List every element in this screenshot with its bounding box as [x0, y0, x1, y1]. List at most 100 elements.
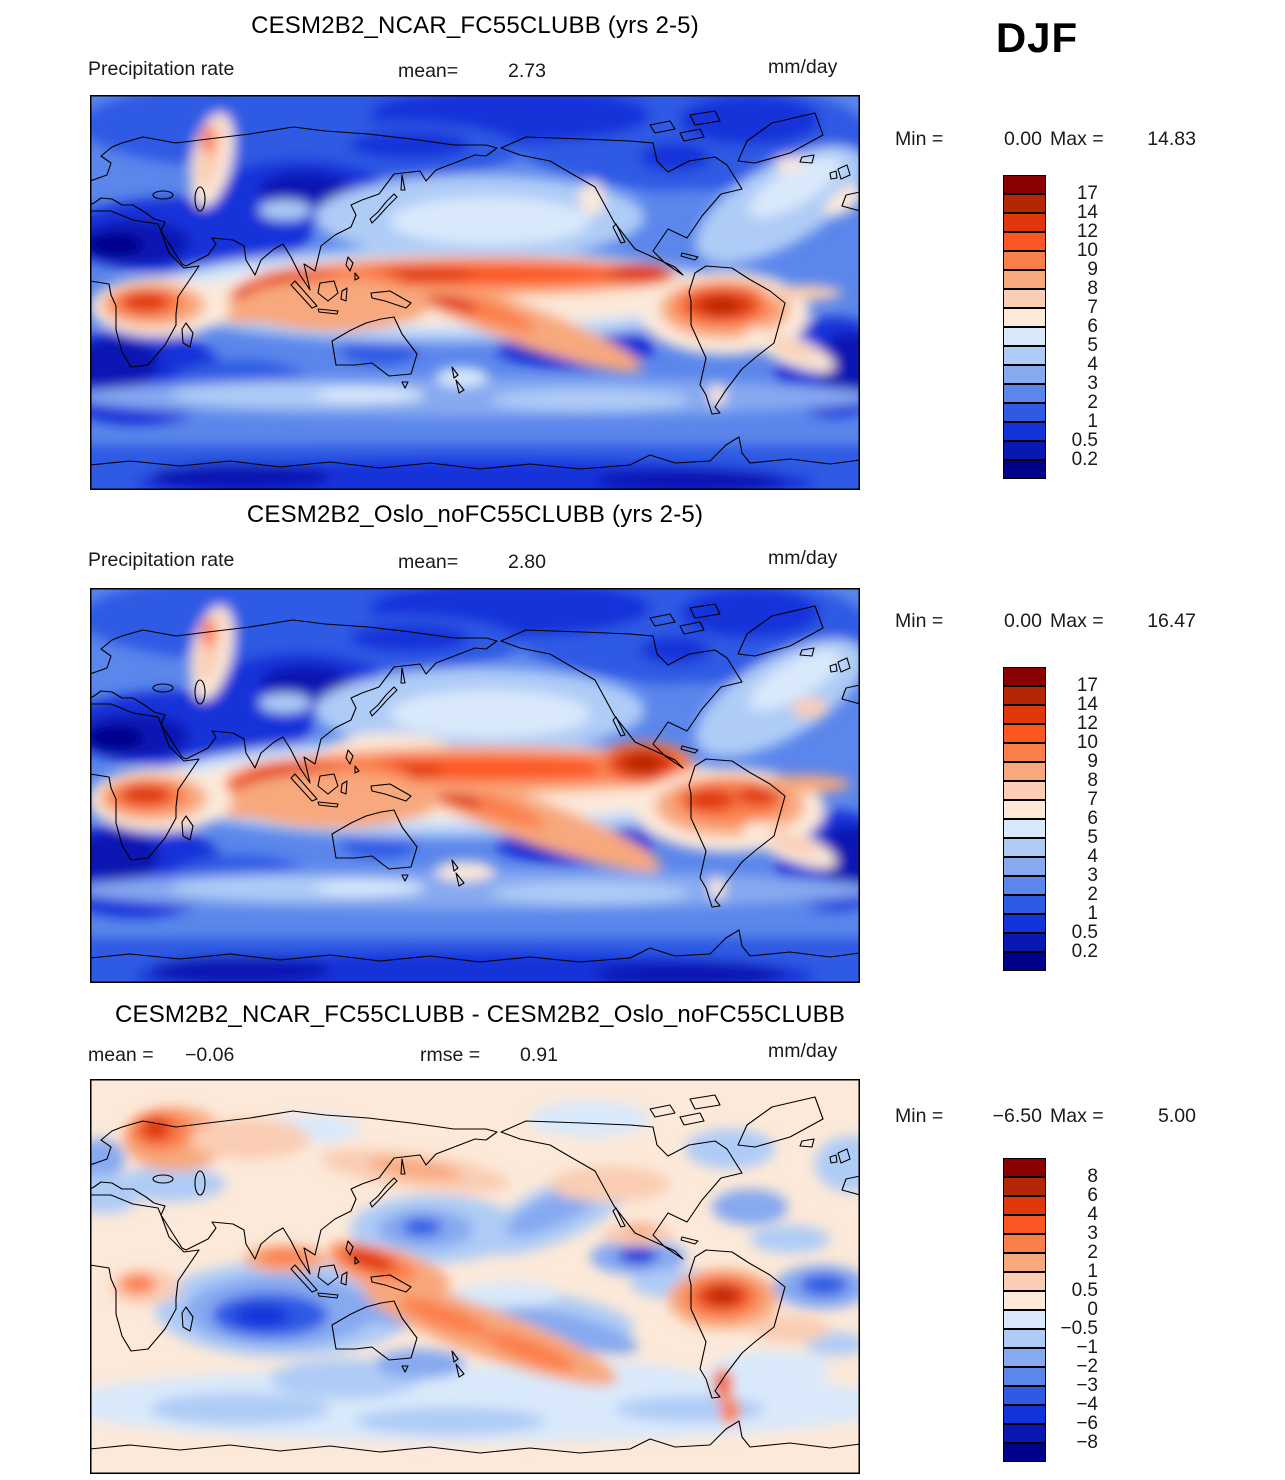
colorbar-tick-label: 4: [1087, 1203, 1098, 1225]
colorbar-cell: [1003, 1215, 1046, 1234]
colorbar-cell: [1003, 422, 1046, 441]
colorbar-tick-label: 2: [1087, 1241, 1098, 1263]
panel3-mean-label: mean =: [88, 1044, 154, 1066]
colorbar-cell: [1003, 705, 1046, 724]
colorbar-tick-label: −2: [1076, 1355, 1098, 1377]
colorbar-cell: [1003, 819, 1046, 838]
colorbar-cell: [1003, 346, 1046, 365]
colorbar-tick-label: −3: [1076, 1374, 1098, 1396]
colorbar-tick-label: −4: [1076, 1393, 1098, 1415]
colorbar-cell: [1003, 270, 1046, 289]
panel2-title: CESM2B2_Oslo_noFC55CLUBB (yrs 2-5): [246, 501, 704, 528]
colorbar-tick-label: 9: [1087, 750, 1098, 772]
colorbar-tick-label: 7: [1087, 788, 1098, 810]
colorbar-cell: [1003, 460, 1046, 479]
colorbar-cell: [1003, 1310, 1046, 1329]
colorbar-cell: [1003, 365, 1046, 384]
colorbar-tick-label: 8: [1087, 277, 1098, 299]
panel3-max-label: Max =: [1050, 1105, 1104, 1127]
colorbar-cell: [1003, 1386, 1046, 1405]
panel2-field-label: Precipitation rate: [88, 549, 235, 571]
panel1-mean-value: 2.73: [508, 60, 546, 82]
colorbar-cell: [1003, 1253, 1046, 1272]
panel2-colorbar: 17 14 12 10 9 8 7 6 5 4 3 2 1 0.5 0.2: [1003, 667, 1123, 973]
panel2-min-label: Min =: [895, 610, 944, 632]
colorbar-tick-label: 9: [1087, 258, 1098, 280]
colorbar-cell: [1003, 876, 1046, 895]
colorbar-cell: [1003, 895, 1046, 914]
colorbar-cell: [1003, 781, 1046, 800]
colorbar-cell: [1003, 800, 1046, 819]
colorbar-tick-label: 4: [1087, 353, 1098, 375]
colorbar-cell: [1003, 441, 1046, 460]
map3-svg: [90, 1079, 860, 1474]
colorbar-tick-label: 3: [1087, 1222, 1098, 1244]
panel2-units: mm/day: [768, 547, 838, 569]
map2-svg: [90, 588, 860, 983]
colorbar-tick-label: 3: [1087, 372, 1098, 394]
colorbar-tick-label: 10: [1076, 239, 1098, 261]
colorbar-tick-label: 5: [1087, 334, 1098, 356]
panel3-min-value: −6.50: [992, 1105, 1042, 1127]
colorbar-tick-label: 12: [1076, 712, 1098, 734]
colorbar-cell: [1003, 1234, 1046, 1253]
season-label: DJF: [995, 14, 1079, 61]
colorbar-cell: [1003, 1291, 1046, 1310]
colorbar-cell: [1003, 857, 1046, 876]
panel1-field-label: Precipitation rate: [88, 58, 235, 80]
colorbar-cell: [1003, 686, 1046, 705]
colorbar-cell: [1003, 232, 1046, 251]
colorbar-cell: [1003, 251, 1046, 270]
panel3-mean-value: −0.06: [185, 1044, 235, 1066]
colorbar-tick-label: 8: [1087, 769, 1098, 791]
panel1-max-value: 14.83: [1147, 128, 1196, 150]
colorbar-tick-label: 4: [1087, 845, 1098, 867]
colorbar-cell: [1003, 308, 1046, 327]
panel2-max-value: 16.47: [1147, 610, 1196, 632]
colorbar-tick-label: 17: [1076, 674, 1098, 696]
colorbar-cell: [1003, 1329, 1046, 1348]
colorbar-cell: [1003, 952, 1046, 971]
panel2-min-value: 0.00: [1004, 610, 1042, 632]
colorbar-cell: [1003, 914, 1046, 933]
panel1-min-label: Min =: [895, 128, 944, 150]
colorbar-tick-label: 6: [1087, 315, 1098, 337]
colorbar-tick-label: 1: [1087, 902, 1098, 924]
colorbar-cell: [1003, 933, 1046, 952]
colorbar-tick-label: −1: [1076, 1336, 1098, 1358]
colorbar-cell: [1003, 667, 1046, 686]
colorbar-tick-label: 2: [1087, 391, 1098, 413]
colorbar-cell: [1003, 175, 1046, 194]
colorbar-tick-label: 0: [1087, 1298, 1098, 1320]
panel2-mean-value: 2.80: [508, 551, 546, 573]
map-panel1: [90, 95, 860, 490]
colorbar-tick-label: 3: [1087, 864, 1098, 886]
colorbar-cell: [1003, 838, 1046, 857]
colorbar-cell: [1003, 1367, 1046, 1386]
panel1-min-value: 0.00: [1004, 128, 1042, 150]
colorbar-tick-label: 5: [1087, 826, 1098, 848]
panel3-colorbar: 8 6 4 3 2 1 0.5 0 −0.5 −1 −2 −3 −4 −6 −8: [1003, 1158, 1123, 1464]
panel2-mean-label: mean=: [398, 551, 459, 573]
colorbar-cell: [1003, 194, 1046, 213]
map-panel3: [90, 1079, 860, 1474]
colorbar-tick-label: 14: [1076, 693, 1098, 715]
panel3-max-value: 5.00: [1158, 1105, 1196, 1127]
panel3-rmse-label: rmse =: [420, 1044, 481, 1066]
colorbar-tick-label: 2: [1087, 883, 1098, 905]
colorbar-tick-label: 12: [1076, 220, 1098, 242]
colorbar-tick-label: −6: [1076, 1412, 1098, 1434]
colorbar-cell: [1003, 1272, 1046, 1291]
colorbar-cell: [1003, 289, 1046, 308]
panel1-mean-label: mean=: [398, 60, 459, 82]
colorbar-tick-label: 1: [1087, 1260, 1098, 1282]
map1-svg: [90, 95, 860, 490]
panel3-rmse-value: 0.91: [520, 1044, 558, 1066]
colorbar-tick-label: 6: [1087, 1184, 1098, 1206]
colorbar-tick-label: 8: [1087, 1165, 1098, 1187]
colorbar-cell: [1003, 384, 1046, 403]
panel3-min-label: Min =: [895, 1105, 944, 1127]
colorbar-tick-label: 7: [1087, 296, 1098, 318]
colorbar-cell: [1003, 743, 1046, 762]
